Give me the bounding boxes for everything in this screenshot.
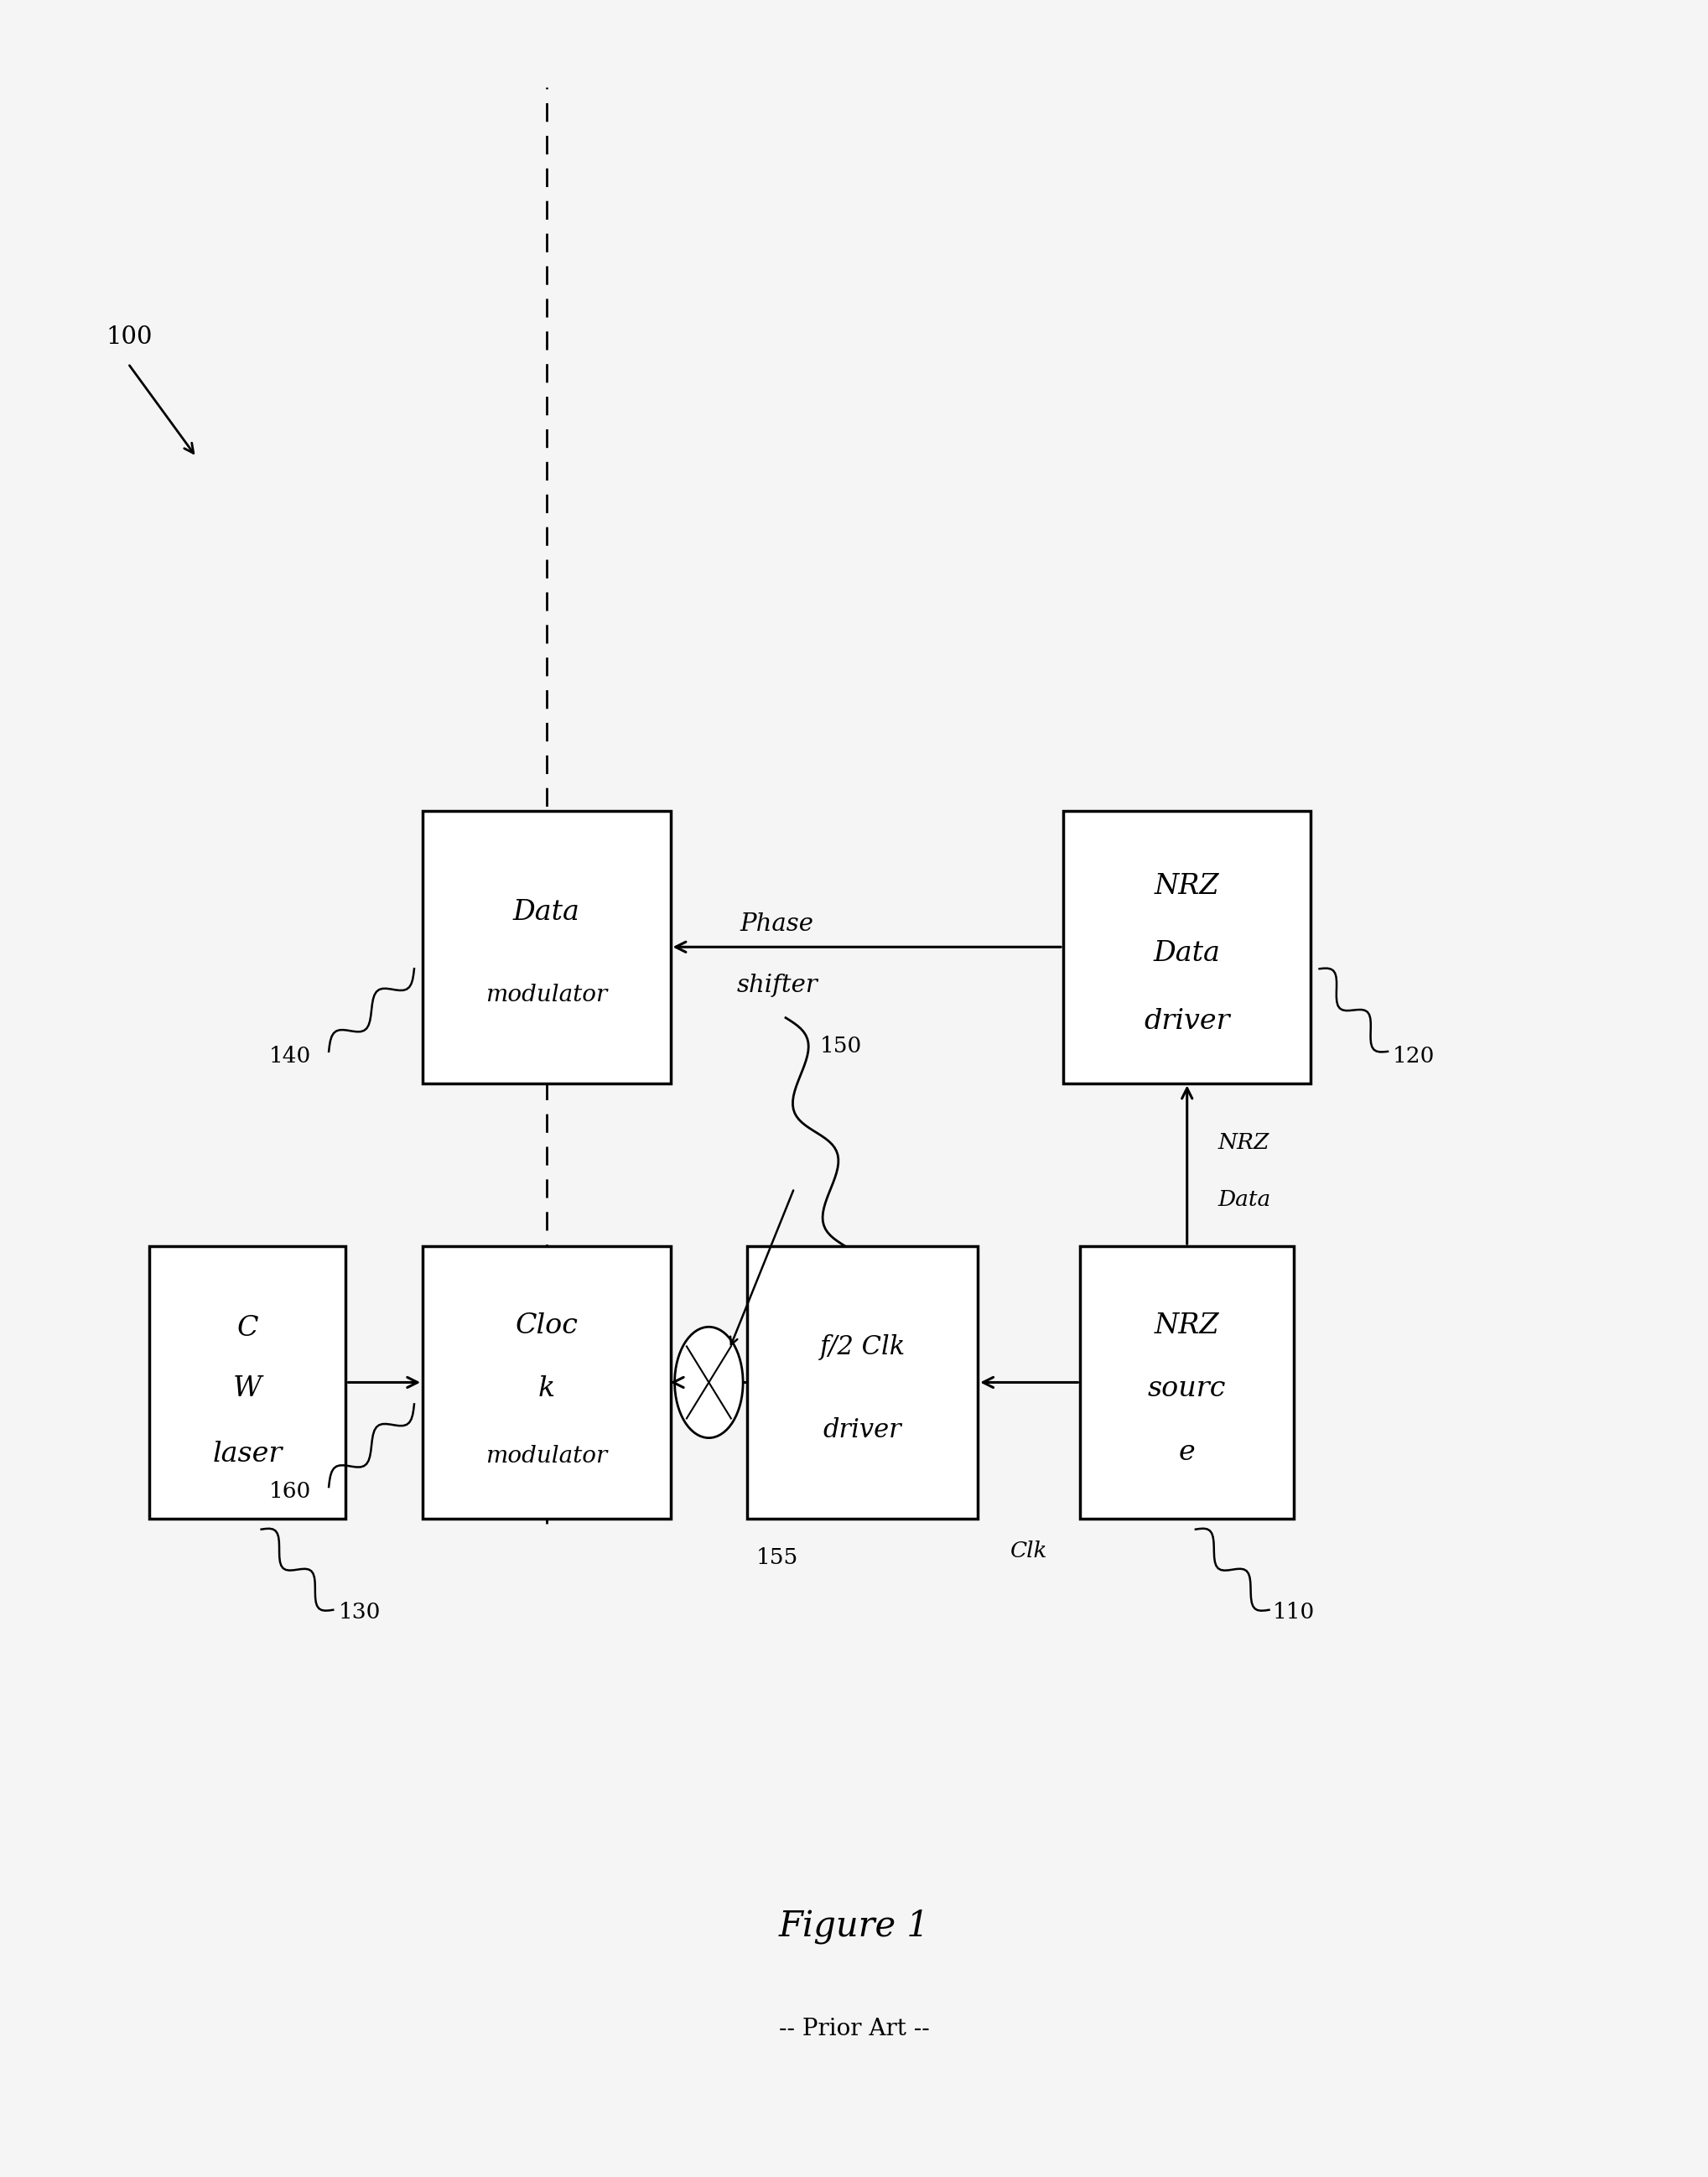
Bar	[1062, 812, 1310, 1084]
Text: Cloc: Cloc	[516, 1313, 577, 1339]
Bar	[422, 812, 670, 1084]
Text: driver: driver	[823, 1417, 902, 1443]
Text: Phase: Phase	[740, 912, 815, 936]
Text: Data: Data	[1153, 940, 1221, 967]
Text: 100: 100	[106, 327, 152, 348]
Bar	[748, 1245, 977, 1520]
Text: NRZ: NRZ	[1155, 873, 1220, 899]
Bar	[422, 1245, 670, 1520]
Text: C: C	[237, 1315, 258, 1341]
Text: 150: 150	[820, 1036, 863, 1056]
Text: W: W	[234, 1376, 261, 1402]
Text: laser: laser	[214, 1441, 282, 1467]
Text: k: k	[538, 1376, 555, 1402]
Text: NRZ: NRZ	[1155, 1313, 1220, 1339]
Text: Figure 1: Figure 1	[779, 1909, 929, 1944]
Text: 120: 120	[1394, 1045, 1435, 1067]
Text: NRZ: NRZ	[1218, 1132, 1269, 1154]
Text: 160: 160	[270, 1480, 311, 1502]
Text: Data: Data	[512, 899, 581, 925]
Bar	[1079, 1245, 1295, 1520]
Text: 130: 130	[338, 1602, 381, 1622]
Text: Clk: Clk	[1011, 1541, 1047, 1561]
Text: sourc: sourc	[1148, 1376, 1226, 1402]
Text: 110: 110	[1272, 1602, 1315, 1622]
Text: 155: 155	[755, 1548, 798, 1567]
Text: e: e	[1179, 1439, 1196, 1465]
Text: f/2 Clk: f/2 Clk	[820, 1335, 905, 1361]
Text: modulator: modulator	[485, 984, 608, 1006]
Bar	[150, 1245, 347, 1520]
Text: shifter: shifter	[736, 973, 818, 997]
Text: driver: driver	[1144, 1008, 1230, 1034]
Text: Data: Data	[1218, 1189, 1271, 1210]
Ellipse shape	[675, 1328, 743, 1437]
Text: modulator: modulator	[485, 1446, 608, 1467]
Text: -- Prior Art --: -- Prior Art --	[779, 2018, 929, 2040]
Text: 140: 140	[270, 1045, 311, 1067]
